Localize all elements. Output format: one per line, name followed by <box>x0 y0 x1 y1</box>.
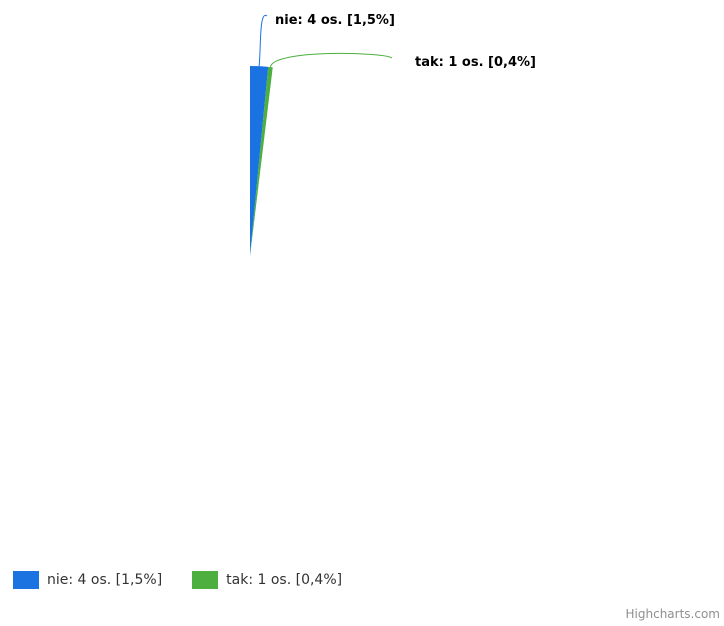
label-connectors <box>258 15 393 68</box>
data-label-nie: nie: 4 os. [1,5%] <box>275 13 395 28</box>
legend-swatch-tak <box>192 571 219 589</box>
legend-label-nie: nie: 4 os. [1,5%] <box>47 572 163 588</box>
connector-nie <box>258 15 268 67</box>
data-label-tak: tak: 1 os. [0,4%] <box>415 55 536 70</box>
legend-swatch-nie <box>13 571 39 589</box>
credits-link[interactable]: Highcharts.com <box>625 607 720 621</box>
legend: nie: 4 os. [1,5%] tak: 1 os. [0,4%] <box>13 571 372 589</box>
legend-label-tak: tak: 1 os. [0,4%] <box>226 572 343 588</box>
legend-item-tak[interactable]: tak: 1 os. [0,4%] <box>192 571 342 589</box>
pie-slice-nie[interactable] <box>250 66 269 256</box>
legend-item-nie[interactable]: nie: 4 os. [1,5%] <box>13 571 162 589</box>
connector-tak <box>269 52 393 68</box>
pie-slices <box>250 66 273 257</box>
pie-slice-tak[interactable] <box>250 66 273 257</box>
data-labels: nie: 4 os. [1,5%] tak: 1 os. [0,4%] <box>275 13 536 70</box>
